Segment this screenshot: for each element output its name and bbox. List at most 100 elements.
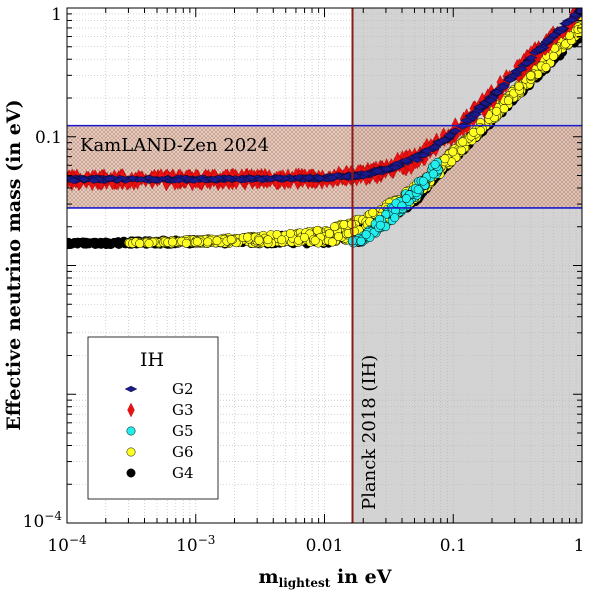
legend-title: IH <box>140 349 164 371</box>
data-point-g2 <box>565 16 579 23</box>
data-point-g2 <box>208 176 221 183</box>
data-point-g2 <box>542 36 556 43</box>
legend-label-g5: G5 <box>172 422 194 440</box>
data-point-g5 <box>375 220 385 230</box>
data-point-g6 <box>499 104 509 114</box>
data-point-g2 <box>188 177 201 184</box>
data-point-g6 <box>503 96 513 106</box>
data-point-g6 <box>330 222 339 232</box>
data-point-g6 <box>181 238 191 248</box>
data-point-g2 <box>134 176 148 183</box>
data-point-g2 <box>410 156 424 164</box>
data-point-g2 <box>67 177 80 184</box>
data-point-g2 <box>147 176 161 183</box>
data-point-g2 <box>429 143 442 151</box>
data-point-g2 <box>437 137 451 144</box>
data-point-g5 <box>356 236 366 246</box>
legend-entry-g2: G2 <box>124 380 194 398</box>
legend-marker-g6 <box>126 447 136 457</box>
data-point-g6 <box>243 232 252 242</box>
data-point-g2 <box>524 54 538 61</box>
data-point-g2 <box>399 157 413 164</box>
legend-label-g6: G6 <box>172 443 194 461</box>
data-point-g2 <box>547 31 561 39</box>
data-point-g2 <box>556 25 569 32</box>
data-point-g5 <box>418 176 428 186</box>
data-point-g2 <box>473 103 487 111</box>
data-point-g4 <box>73 239 82 249</box>
data-point-g4 <box>113 239 123 249</box>
data-point-g2 <box>490 89 504 96</box>
legend-marker-g2 <box>124 385 138 393</box>
data-point-g6 <box>514 81 524 91</box>
x-tick-label: 10−3 <box>176 533 215 556</box>
data-point-g2 <box>449 127 462 134</box>
y-tick-label: 10−4 <box>23 509 63 532</box>
data-point-g2 <box>573 8 582 15</box>
series-g5 <box>347 157 444 248</box>
data-point-g6 <box>203 237 213 247</box>
data-point-g5 <box>361 230 371 239</box>
data-point-g5 <box>428 169 438 179</box>
data-point-g6 <box>549 51 559 61</box>
data-point-g2 <box>420 147 434 155</box>
data-point-g2 <box>272 174 286 182</box>
data-point-g6 <box>300 233 309 242</box>
legend-marker-g3 <box>127 402 135 418</box>
data-point-g6 <box>168 237 177 247</box>
data-point-g6 <box>277 235 287 245</box>
data-point-g2 <box>515 65 528 73</box>
legend-entry-g4: G4 <box>126 464 194 482</box>
data-point-g6 <box>458 137 468 147</box>
data-point-g6 <box>368 208 378 217</box>
data-point-g6 <box>476 126 486 136</box>
data-point-g6 <box>212 236 222 246</box>
data-point-g5 <box>430 159 440 169</box>
data-point-g2 <box>469 111 482 118</box>
data-point-g6 <box>324 229 334 239</box>
legend-entry-g5: G5 <box>126 422 194 440</box>
data-point-g5 <box>401 194 411 203</box>
y-tick-label: 1 <box>51 5 62 25</box>
data-point-g6 <box>327 237 337 247</box>
data-point-g6 <box>254 235 264 245</box>
data-point-g2 <box>103 175 117 182</box>
legend-entry-g6: G6 <box>126 443 194 461</box>
data-point-g2 <box>87 177 101 184</box>
data-point-g2 <box>359 170 373 177</box>
x-tick-label: 10−4 <box>47 533 87 556</box>
data-point-g5 <box>390 213 400 223</box>
data-point-g5 <box>397 201 407 211</box>
data-point-g6 <box>541 62 551 72</box>
data-point-g6 <box>310 236 320 246</box>
data-point-g6 <box>285 229 295 238</box>
legend-marker-g4 <box>126 468 136 478</box>
data-point-g2 <box>443 132 456 139</box>
data-point-g2 <box>370 167 384 175</box>
data-point-g6 <box>226 235 236 245</box>
data-point-g2 <box>325 174 339 181</box>
planck-label: Planck 2018 (IH) <box>359 355 380 510</box>
legend-label-g3: G3 <box>172 401 194 419</box>
legend: IH G2 G3 G5 G6 G4 <box>87 336 219 500</box>
data-point-g6 <box>448 147 458 157</box>
data-point-g6 <box>457 145 467 155</box>
data-point-g6 <box>263 235 273 245</box>
data-point-g2 <box>484 97 498 104</box>
data-point-g6 <box>192 237 202 246</box>
legend-label-g4: G4 <box>172 464 194 482</box>
y-tick-label: 0.1 <box>35 128 62 148</box>
y-axis-title: Effective neutrino mass (in eV) <box>3 99 25 430</box>
data-point-g2 <box>460 117 473 124</box>
legend-box <box>87 336 219 500</box>
data-point-g4 <box>98 238 107 248</box>
data-point-g2 <box>313 175 327 182</box>
kamland-label: KamLAND-Zen 2024 <box>80 135 269 156</box>
data-point-g2 <box>503 76 517 83</box>
data-point-g6 <box>440 154 450 164</box>
data-point-g2 <box>222 174 236 182</box>
data-point-g6 <box>339 220 349 229</box>
legend-marker-g5 <box>126 426 136 436</box>
data-point-g5 <box>413 185 423 195</box>
x-tick-label: 0.01 <box>306 536 344 556</box>
